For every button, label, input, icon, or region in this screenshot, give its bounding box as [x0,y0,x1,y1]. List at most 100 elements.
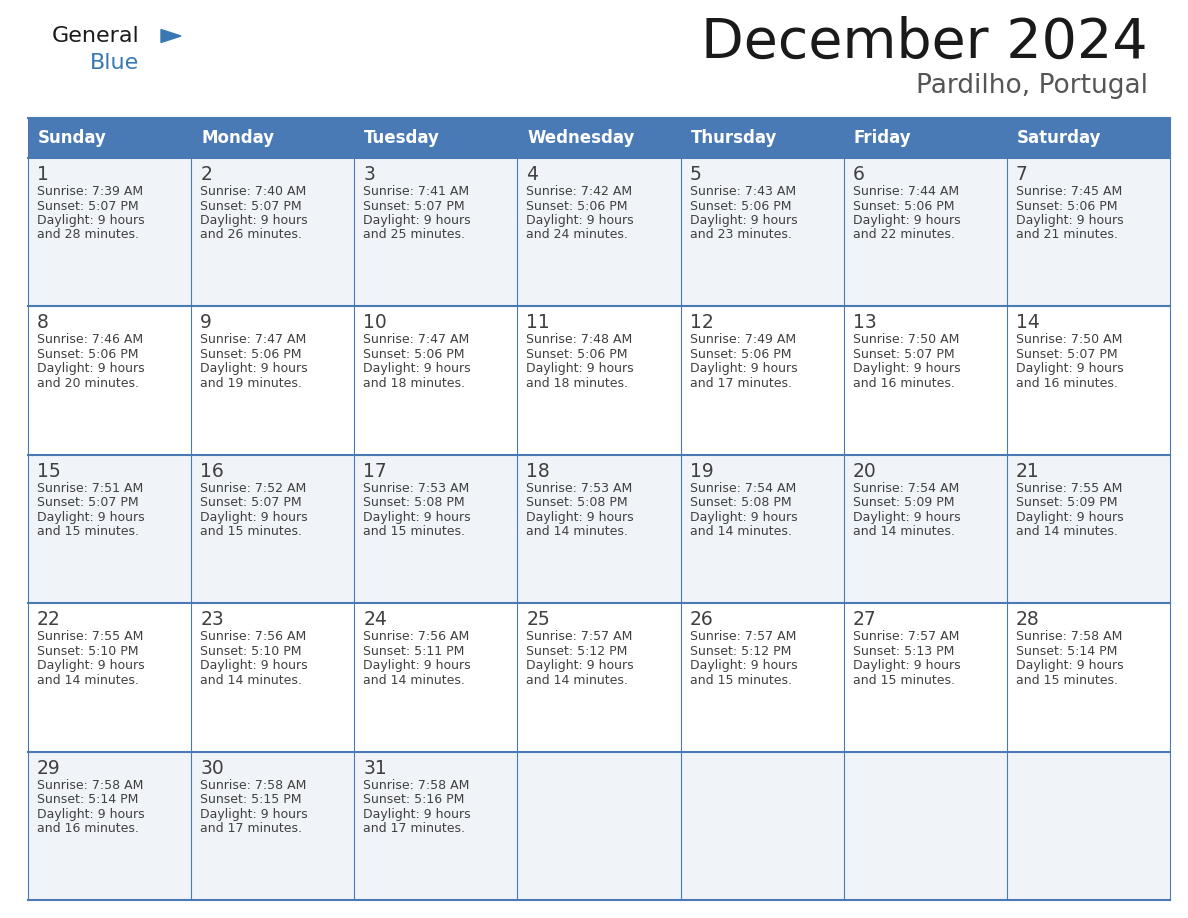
Text: and 17 minutes.: and 17 minutes. [364,823,466,835]
Text: and 14 minutes.: and 14 minutes. [37,674,139,687]
Bar [1007,603,1170,752]
Text: Sunrise: 7:40 AM: Sunrise: 7:40 AM [200,185,307,198]
Text: Sunset: 5:09 PM: Sunset: 5:09 PM [1016,497,1118,509]
Text: Sunset: 5:07 PM: Sunset: 5:07 PM [1016,348,1118,361]
Text: Daylight: 9 hours: Daylight: 9 hours [37,214,145,227]
Text: 17: 17 [364,462,387,481]
Text: 27: 27 [853,610,877,629]
Text: Sunset: 5:06 PM: Sunset: 5:06 PM [37,348,139,361]
Text: Sunset: 5:06 PM: Sunset: 5:06 PM [526,199,628,212]
Text: 19: 19 [689,462,713,481]
Text: and 15 minutes.: and 15 minutes. [37,525,139,538]
Bar [354,158,518,307]
Text: December 2024: December 2024 [701,16,1148,70]
Text: Friday: Friday [854,129,911,147]
Bar [843,603,1007,752]
Bar [354,752,518,900]
Text: 9: 9 [200,313,211,332]
Text: Daylight: 9 hours: Daylight: 9 hours [526,214,634,227]
Bar [1007,118,1170,158]
Text: Blue: Blue [90,53,139,73]
Text: Sunset: 5:06 PM: Sunset: 5:06 PM [364,348,465,361]
Polygon shape [162,29,181,42]
Bar [843,454,1007,603]
Text: 21: 21 [1016,462,1040,481]
Text: Sunrise: 7:52 AM: Sunrise: 7:52 AM [200,482,307,495]
Bar [681,603,843,752]
Bar [191,158,354,307]
Text: 20: 20 [853,462,877,481]
Bar [29,603,191,752]
Text: Daylight: 9 hours: Daylight: 9 hours [526,659,634,672]
Bar [681,158,843,307]
Text: General: General [52,26,140,46]
Text: Daylight: 9 hours: Daylight: 9 hours [853,659,960,672]
Text: 2: 2 [200,165,211,184]
Text: Sunset: 5:08 PM: Sunset: 5:08 PM [364,497,465,509]
Text: Sunrise: 7:45 AM: Sunrise: 7:45 AM [1016,185,1123,198]
Text: Sunset: 5:10 PM: Sunset: 5:10 PM [200,644,302,657]
Bar [354,118,518,158]
Text: Daylight: 9 hours: Daylight: 9 hours [526,363,634,375]
Text: Sunset: 5:06 PM: Sunset: 5:06 PM [689,199,791,212]
Text: Sunset: 5:14 PM: Sunset: 5:14 PM [37,793,138,806]
Text: 1: 1 [37,165,49,184]
Text: Tuesday: Tuesday [365,129,441,147]
Text: and 14 minutes.: and 14 minutes. [1016,525,1118,538]
Text: 12: 12 [689,313,713,332]
Text: Daylight: 9 hours: Daylight: 9 hours [364,363,470,375]
Text: Sunrise: 7:51 AM: Sunrise: 7:51 AM [37,482,144,495]
Text: and 14 minutes.: and 14 minutes. [526,674,628,687]
Bar [843,118,1007,158]
Bar [843,307,1007,454]
Text: Daylight: 9 hours: Daylight: 9 hours [526,510,634,524]
Text: and 15 minutes.: and 15 minutes. [364,525,466,538]
Text: Sunrise: 7:58 AM: Sunrise: 7:58 AM [37,778,144,791]
Text: Daylight: 9 hours: Daylight: 9 hours [37,659,145,672]
Text: Sunrise: 7:50 AM: Sunrise: 7:50 AM [853,333,959,346]
Text: and 16 minutes.: and 16 minutes. [853,377,955,390]
Text: and 15 minutes.: and 15 minutes. [853,674,955,687]
Text: and 25 minutes.: and 25 minutes. [364,229,466,241]
Text: Sunrise: 7:47 AM: Sunrise: 7:47 AM [364,333,469,346]
Text: and 14 minutes.: and 14 minutes. [853,525,955,538]
Text: Daylight: 9 hours: Daylight: 9 hours [364,510,470,524]
Bar [354,603,518,752]
Text: 3: 3 [364,165,375,184]
Text: and 28 minutes.: and 28 minutes. [37,229,139,241]
Text: Sunset: 5:07 PM: Sunset: 5:07 PM [37,497,139,509]
Bar [1007,752,1170,900]
Text: 25: 25 [526,610,550,629]
Text: Sunset: 5:06 PM: Sunset: 5:06 PM [689,348,791,361]
Text: 10: 10 [364,313,387,332]
Text: Sunrise: 7:47 AM: Sunrise: 7:47 AM [200,333,307,346]
Bar [29,307,191,454]
Bar [518,603,681,752]
Text: Sunset: 5:06 PM: Sunset: 5:06 PM [853,199,954,212]
Text: Wednesday: Wednesday [527,129,634,147]
Text: and 22 minutes.: and 22 minutes. [853,229,955,241]
Text: and 14 minutes.: and 14 minutes. [526,525,628,538]
Text: Sunrise: 7:58 AM: Sunrise: 7:58 AM [364,778,469,791]
Text: and 14 minutes.: and 14 minutes. [200,674,302,687]
Bar [518,307,681,454]
Text: Daylight: 9 hours: Daylight: 9 hours [853,363,960,375]
Text: 13: 13 [853,313,877,332]
Text: Sunset: 5:06 PM: Sunset: 5:06 PM [1016,199,1118,212]
Bar [191,603,354,752]
Text: 31: 31 [364,758,387,778]
Bar [843,752,1007,900]
Text: Daylight: 9 hours: Daylight: 9 hours [200,808,308,821]
Text: Sunset: 5:12 PM: Sunset: 5:12 PM [526,644,627,657]
Bar [1007,158,1170,307]
Text: Daylight: 9 hours: Daylight: 9 hours [364,659,470,672]
Text: Sunset: 5:14 PM: Sunset: 5:14 PM [1016,644,1117,657]
Text: and 16 minutes.: and 16 minutes. [37,823,139,835]
Text: Sunset: 5:07 PM: Sunset: 5:07 PM [364,199,465,212]
Text: Sunset: 5:06 PM: Sunset: 5:06 PM [200,348,302,361]
Text: 28: 28 [1016,610,1040,629]
Text: and 15 minutes.: and 15 minutes. [1016,674,1118,687]
Text: Sunrise: 7:58 AM: Sunrise: 7:58 AM [1016,630,1123,644]
Bar [354,454,518,603]
Text: Sunrise: 7:48 AM: Sunrise: 7:48 AM [526,333,633,346]
